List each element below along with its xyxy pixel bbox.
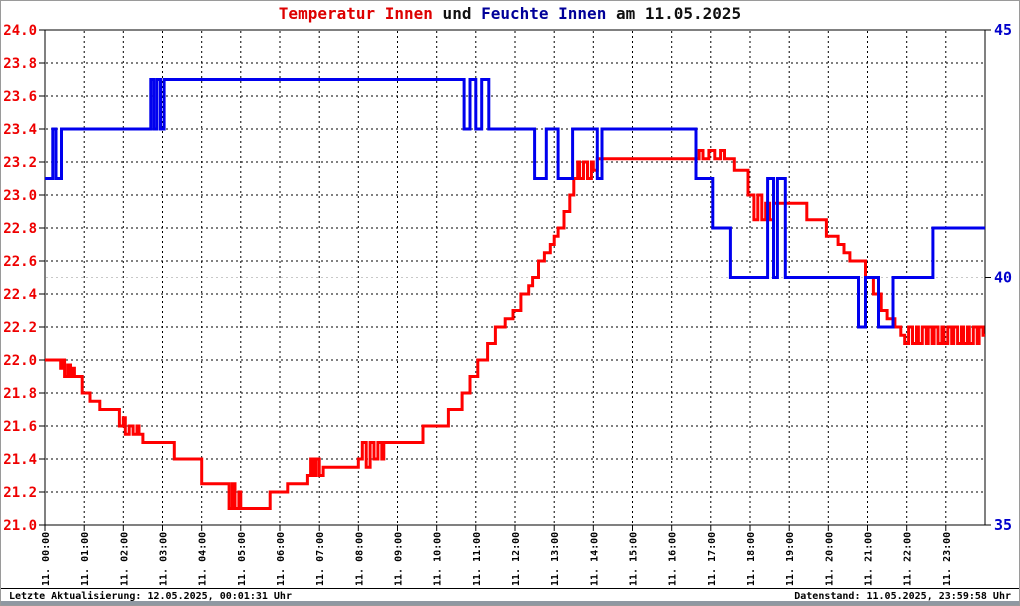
svg-text:11. 06:00: 11. 06:00 bbox=[276, 532, 287, 586]
svg-text:23.2: 23.2 bbox=[3, 155, 37, 171]
bottom-strip bbox=[1, 601, 1019, 605]
svg-text:11. 15:00: 11. 15:00 bbox=[629, 532, 640, 586]
svg-text:11. 05:00: 11. 05:00 bbox=[237, 532, 248, 586]
svg-text:45: 45 bbox=[994, 21, 1012, 39]
svg-text:22.4: 22.4 bbox=[3, 287, 37, 303]
svg-text:11. 03:00: 11. 03:00 bbox=[159, 532, 170, 586]
svg-text:11. 10:00: 11. 10:00 bbox=[433, 532, 444, 586]
humidity-series-line bbox=[45, 78, 985, 329]
svg-text:35: 35 bbox=[994, 516, 1012, 534]
svg-text:21.4: 21.4 bbox=[3, 452, 37, 468]
svg-text:11. 16:00: 11. 16:00 bbox=[668, 532, 679, 586]
svg-text:22.6: 22.6 bbox=[3, 254, 37, 270]
svg-text:11. 08:00: 11. 08:00 bbox=[354, 532, 365, 586]
x-axis: 11. 00:00 11. 01:00 11. 02:00 11. 03:00 11. … bbox=[41, 525, 953, 586]
right-axis: 45 40 35 bbox=[985, 21, 1012, 534]
chart-canvas: 24.0 23.8 23.6 23.4 23.2 23.0 22.8 22.6 22.4 22.2… bbox=[3, 21, 1012, 586]
svg-text:11. 17:00: 11. 17:00 bbox=[707, 532, 718, 586]
vertical-gridlines bbox=[83, 31, 947, 524]
chart-title-temperature: Temperatur Innen bbox=[278, 4, 433, 23]
svg-text:11. 12:00: 11. 12:00 bbox=[511, 532, 522, 586]
svg-text:24.0: 24.0 bbox=[3, 23, 37, 39]
svg-text:11. 14:00: 11. 14:00 bbox=[589, 532, 600, 586]
svg-text:11. 19:00: 11. 19:00 bbox=[785, 532, 796, 586]
svg-text:11. 21:00: 11. 21:00 bbox=[864, 532, 875, 586]
svg-text:11. 18:00: 11. 18:00 bbox=[746, 532, 757, 586]
svg-text:22.8: 22.8 bbox=[3, 221, 37, 237]
svg-text:22.2: 22.2 bbox=[3, 320, 37, 336]
last-update-text: Letzte Aktualisierung: 12.05.2025, 00:01… bbox=[9, 591, 292, 602]
svg-text:22.0: 22.0 bbox=[3, 353, 37, 369]
svg-text:40: 40 bbox=[994, 269, 1012, 287]
svg-text:11. 07:00: 11. 07:00 bbox=[315, 532, 326, 586]
svg-text:21.2: 21.2 bbox=[3, 485, 37, 501]
chart-title: Temperatur Innen und Feuchte Innen am 11… bbox=[1, 4, 1019, 23]
svg-text:23.6: 23.6 bbox=[3, 89, 37, 105]
chart-title-joiner: und bbox=[432, 4, 482, 23]
svg-text:11. 20:00: 11. 20:00 bbox=[824, 532, 835, 586]
chart-title-date: am 11.05.2025 bbox=[606, 4, 742, 23]
svg-text:11. 11:00: 11. 11:00 bbox=[472, 532, 483, 586]
svg-text:11. 00:00: 11. 00:00 bbox=[41, 532, 52, 586]
svg-text:23.8: 23.8 bbox=[3, 56, 37, 72]
svg-text:11. 02:00: 11. 02:00 bbox=[119, 532, 130, 586]
svg-text:11. 01:00: 11. 01:00 bbox=[80, 532, 91, 586]
svg-text:11. 04:00: 11. 04:00 bbox=[198, 532, 209, 586]
data-timestamp-text: Datenstand: 11.05.2025, 23:59:58 Uhr bbox=[794, 591, 1011, 602]
svg-text:11. 13:00: 11. 13:00 bbox=[550, 532, 561, 586]
svg-text:23.4: 23.4 bbox=[3, 122, 37, 138]
svg-text:23.0: 23.0 bbox=[3, 188, 37, 204]
svg-text:11. 09:00: 11. 09:00 bbox=[394, 532, 405, 586]
svg-text:11. 23:00: 11. 23:00 bbox=[942, 532, 953, 586]
svg-text:21.0: 21.0 bbox=[3, 518, 37, 534]
left-axis: 24.0 23.8 23.6 23.4 23.2 23.0 22.8 22.6 22.4 22.2… bbox=[3, 23, 45, 534]
status-bar: Letzte Aktualisierung: 12.05.2025, 00:01… bbox=[1, 588, 1019, 603]
chart-title-humidity: Feuchte Innen bbox=[481, 4, 607, 23]
temperature-series-line bbox=[45, 149, 985, 510]
svg-text:11. 22:00: 11. 22:00 bbox=[903, 532, 914, 586]
svg-text:21.6: 21.6 bbox=[3, 419, 37, 435]
svg-text:21.8: 21.8 bbox=[3, 386, 37, 402]
